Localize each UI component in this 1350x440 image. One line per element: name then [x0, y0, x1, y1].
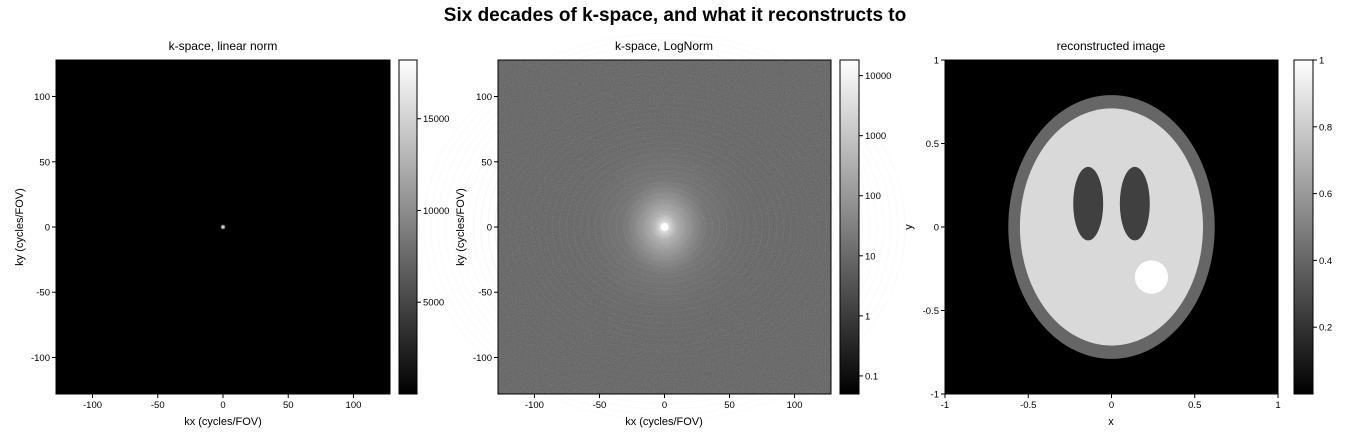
- y-axis-label-log: ky (cycles/FOV): [455, 188, 467, 266]
- panel-reconstructed: reconstructed image -1 -0.5 0 0.5 1 1 0.5 0 -0.5…: [903, 39, 1332, 428]
- axis-ticks-log: -100 -50 0 50 100 100 50 0 -50 -100: [473, 92, 803, 411]
- x-tick-label: 50: [724, 400, 735, 411]
- x-tick-label: 0: [1109, 400, 1114, 411]
- kspace-ring: [523, 113, 806, 341]
- y-tick-label: -0.5: [923, 306, 939, 317]
- phantom-shapes: [1008, 95, 1215, 359]
- y-tick-label: -50: [36, 288, 50, 299]
- kspace-ring: [423, 32, 906, 422]
- kspace-ring: [501, 96, 828, 358]
- colorbar-ticks-recon: 0.2 0.4 0.6 0.8 1: [1313, 56, 1332, 334]
- phantom-ellipse: [1073, 166, 1104, 241]
- x-tick-label: -100: [83, 400, 102, 411]
- phantom-ellipse: [1119, 166, 1150, 241]
- y-tick-label: 0.5: [926, 139, 939, 150]
- colorbar-recon: [1293, 59, 1314, 395]
- kspace-ring: [444, 50, 885, 404]
- kspace-dc-peak: [219, 223, 227, 231]
- x-tick-label: 100: [346, 400, 362, 411]
- colorbar-tick-label: 10000: [423, 206, 449, 217]
- colorbar-tick-label: 5000: [423, 298, 444, 309]
- colorbar-tick-label: 1000: [865, 131, 886, 142]
- figure-suptitle: Six decades of k-space, and what it reco…: [443, 5, 907, 26]
- y-tick-label: 0: [934, 223, 939, 234]
- panel-linear-kspace: k-space, linear norm -100 -50 0 50 100100500…: [14, 39, 449, 428]
- y-tick-label: 50: [39, 157, 50, 168]
- kspace-ring: [458, 61, 871, 393]
- colorbar-tick-label: 0.2: [1319, 323, 1332, 334]
- log-kspace-image: [423, 32, 906, 422]
- y-tick-label: 50: [481, 157, 492, 168]
- y-tick-label: 1: [934, 56, 939, 67]
- colorbar-ticks-linear: 5000 10000 15000: [417, 114, 449, 309]
- colorbar-tick-label: 0.8: [1319, 122, 1332, 133]
- colorbar-tick-label: 10000: [865, 71, 891, 82]
- x-tick-label: -50: [151, 400, 165, 411]
- y-axis-label-recon: y: [903, 224, 915, 230]
- colorbar-tick-label: 100: [865, 191, 881, 202]
- colorbar-tick-label: 0.1: [865, 371, 878, 382]
- colorbar-linear: [398, 59, 418, 395]
- colorbar-ticks-log: 0.1 1 10 100 1000 10000: [859, 71, 891, 382]
- kspace-ring: [508, 101, 821, 353]
- y-tick-label: -100: [31, 353, 50, 364]
- y-tick-label: 0: [487, 223, 492, 234]
- y-tick-label: -50: [478, 288, 492, 299]
- kspace-ring: [466, 67, 863, 387]
- colorbar-tick-label: 10: [865, 251, 876, 262]
- x-tick-label: 0: [220, 400, 225, 411]
- colorbar-tick-label: 15000: [423, 114, 449, 125]
- y-tick-label: -1: [931, 390, 939, 401]
- panel-title-log: k-space, LogNorm: [615, 39, 713, 53]
- kspace-ring: [516, 107, 813, 347]
- x-axis-label-recon: x: [1108, 416, 1114, 428]
- x-tick-label: 50: [283, 400, 294, 411]
- x-axis-label-log: kx (cycles/FOV): [625, 416, 703, 428]
- y-tick-label: 100: [476, 92, 492, 103]
- colorbar-tick-label: 1: [865, 311, 870, 322]
- x-tick-label: -100: [525, 400, 544, 411]
- colorbar-tick-label: 1: [1319, 56, 1324, 67]
- y-tick-label: 100: [34, 92, 50, 103]
- x-tick-label: 0: [662, 400, 667, 411]
- x-tick-label: 100: [787, 400, 803, 411]
- phantom-ellipse: [1134, 260, 1169, 294]
- y-tick-label: -100: [473, 353, 492, 364]
- axis-ticks-linear: -100 -50 0 50 100 100 50 0 -50 -100: [31, 92, 361, 411]
- kspace-ring: [437, 44, 892, 410]
- kspace-ring: [430, 38, 899, 416]
- x-tick-label: -1: [941, 400, 949, 411]
- phantom-ellipse: [1019, 108, 1204, 346]
- y-axis-label-linear: ky (cycles/FOV): [14, 188, 26, 266]
- colorbar-log: [839, 59, 860, 395]
- x-tick-label: -50: [593, 400, 607, 411]
- colorbar-tick-label: 0.4: [1319, 256, 1332, 267]
- x-tick-label: 1: [1275, 400, 1280, 411]
- x-tick-label: 0.5: [1188, 400, 1201, 411]
- y-tick-label: 0: [45, 223, 50, 234]
- x-axis-label-linear: kx (cycles/FOV): [184, 416, 262, 428]
- axis-ticks-recon: -1 -0.5 0 0.5 1 1 0.5 0 -0.5 -1: [923, 56, 1281, 412]
- panel-log-kspace: k-space, LogNorm -100 -50 0 50 100100500-50-…: [423, 32, 906, 428]
- panel-title-linear: k-space, linear norm: [169, 39, 278, 53]
- x-tick-label: -0.5: [1020, 400, 1036, 411]
- panel-title-recon: reconstructed image: [1057, 39, 1166, 53]
- colorbar-tick-label: 0.6: [1319, 189, 1332, 200]
